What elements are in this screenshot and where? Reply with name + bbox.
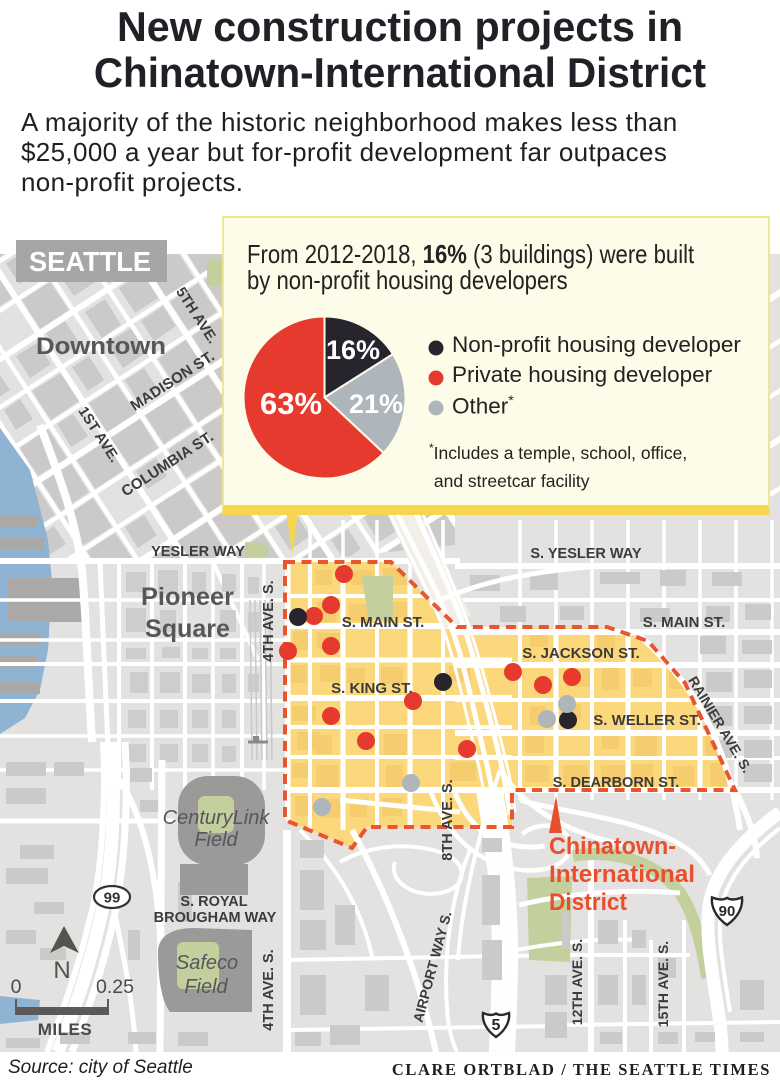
svg-text:63%: 63% (260, 386, 322, 421)
svg-text:4TH AVE. S.: 4TH AVE. S. (261, 949, 277, 1030)
svg-text:Square: Square (145, 615, 230, 643)
svg-text:16%: 16% (326, 335, 380, 365)
svg-text:0: 0 (11, 976, 22, 998)
svg-text:12TH AVE. S.: 12TH AVE. S. (569, 939, 585, 1025)
svg-text:N: N (53, 957, 70, 984)
svg-text:MILES: MILES (38, 1020, 92, 1039)
svg-text:Pioneer: Pioneer (141, 583, 234, 611)
svg-text:Chinatown-: Chinatown- (549, 833, 676, 860)
svg-text:5: 5 (492, 1017, 501, 1034)
svg-text:8TH AVE. S.: 8TH AVE. S. (440, 779, 456, 860)
svg-text:S. MAIN ST.: S. MAIN ST. (342, 614, 425, 631)
svg-text:CenturyLink: CenturyLink (163, 807, 271, 829)
svg-text:YESLER WAY: YESLER WAY (151, 544, 245, 560)
svg-text:90: 90 (719, 903, 736, 920)
svg-text:S. ROYAL: S. ROYAL (180, 894, 247, 910)
svg-text:BROUGHAM WAY: BROUGHAM WAY (154, 910, 277, 926)
svg-text:4TH AVE. S.: 4TH AVE. S. (261, 580, 277, 661)
svg-text:S. YESLER WAY: S. YESLER WAY (530, 546, 642, 562)
svg-text:Field: Field (194, 829, 238, 851)
svg-text:S. JACKSON ST.: S. JACKSON ST. (522, 645, 640, 662)
svg-text:S. KING ST.: S. KING ST. (331, 680, 413, 697)
svg-text:Safeco: Safeco (176, 952, 238, 974)
svg-text:Field: Field (184, 976, 228, 998)
svg-text:District: District (549, 889, 627, 916)
svg-text:Downtown: Downtown (36, 333, 166, 360)
svg-text:International: International (549, 861, 695, 888)
svg-text:S. DEARBORN ST.: S. DEARBORN ST. (553, 775, 680, 791)
svg-text:S. MAIN ST.: S. MAIN ST. (643, 614, 726, 631)
svg-text:SEATTLE: SEATTLE (29, 246, 151, 277)
svg-text:S. WELLER ST.: S. WELLER ST. (593, 712, 701, 729)
svg-text:15TH AVE. S.: 15TH AVE. S. (655, 941, 671, 1027)
svg-text:99: 99 (104, 890, 121, 907)
svg-text:21%: 21% (349, 389, 403, 419)
svg-text:0.25: 0.25 (96, 976, 134, 998)
